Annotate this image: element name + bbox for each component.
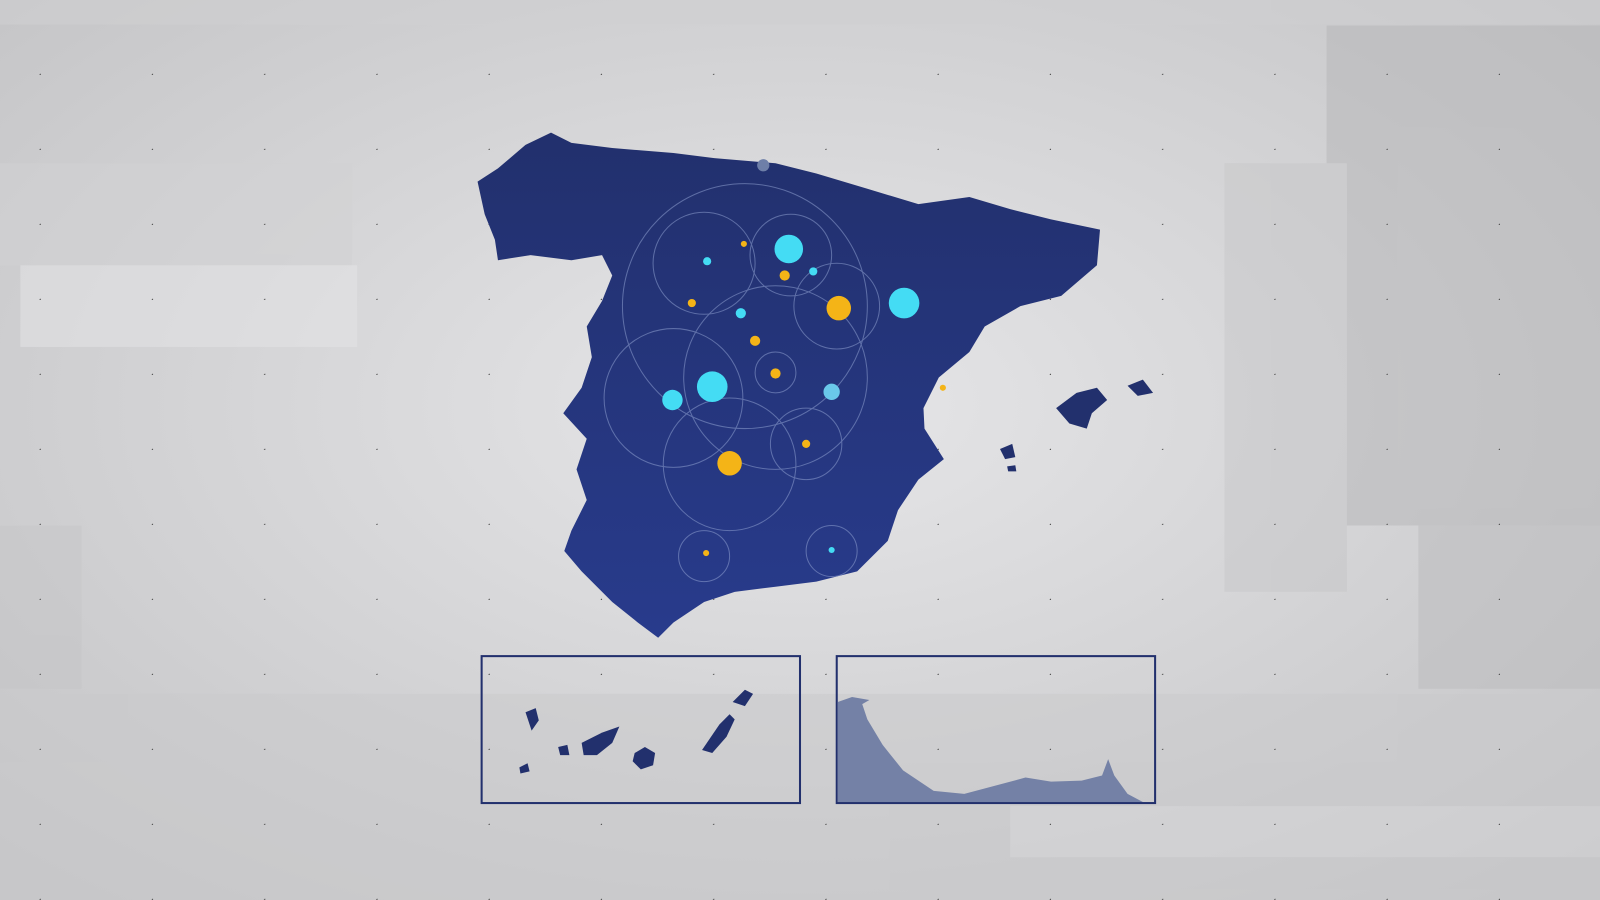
markers <box>662 159 946 557</box>
spain-mainland <box>477 132 1100 638</box>
ceuta-melilla-inset <box>835 655 1157 805</box>
balearic-islands <box>1000 379 1154 472</box>
range-circles <box>603 183 881 583</box>
canary-islands-inset <box>480 655 802 805</box>
